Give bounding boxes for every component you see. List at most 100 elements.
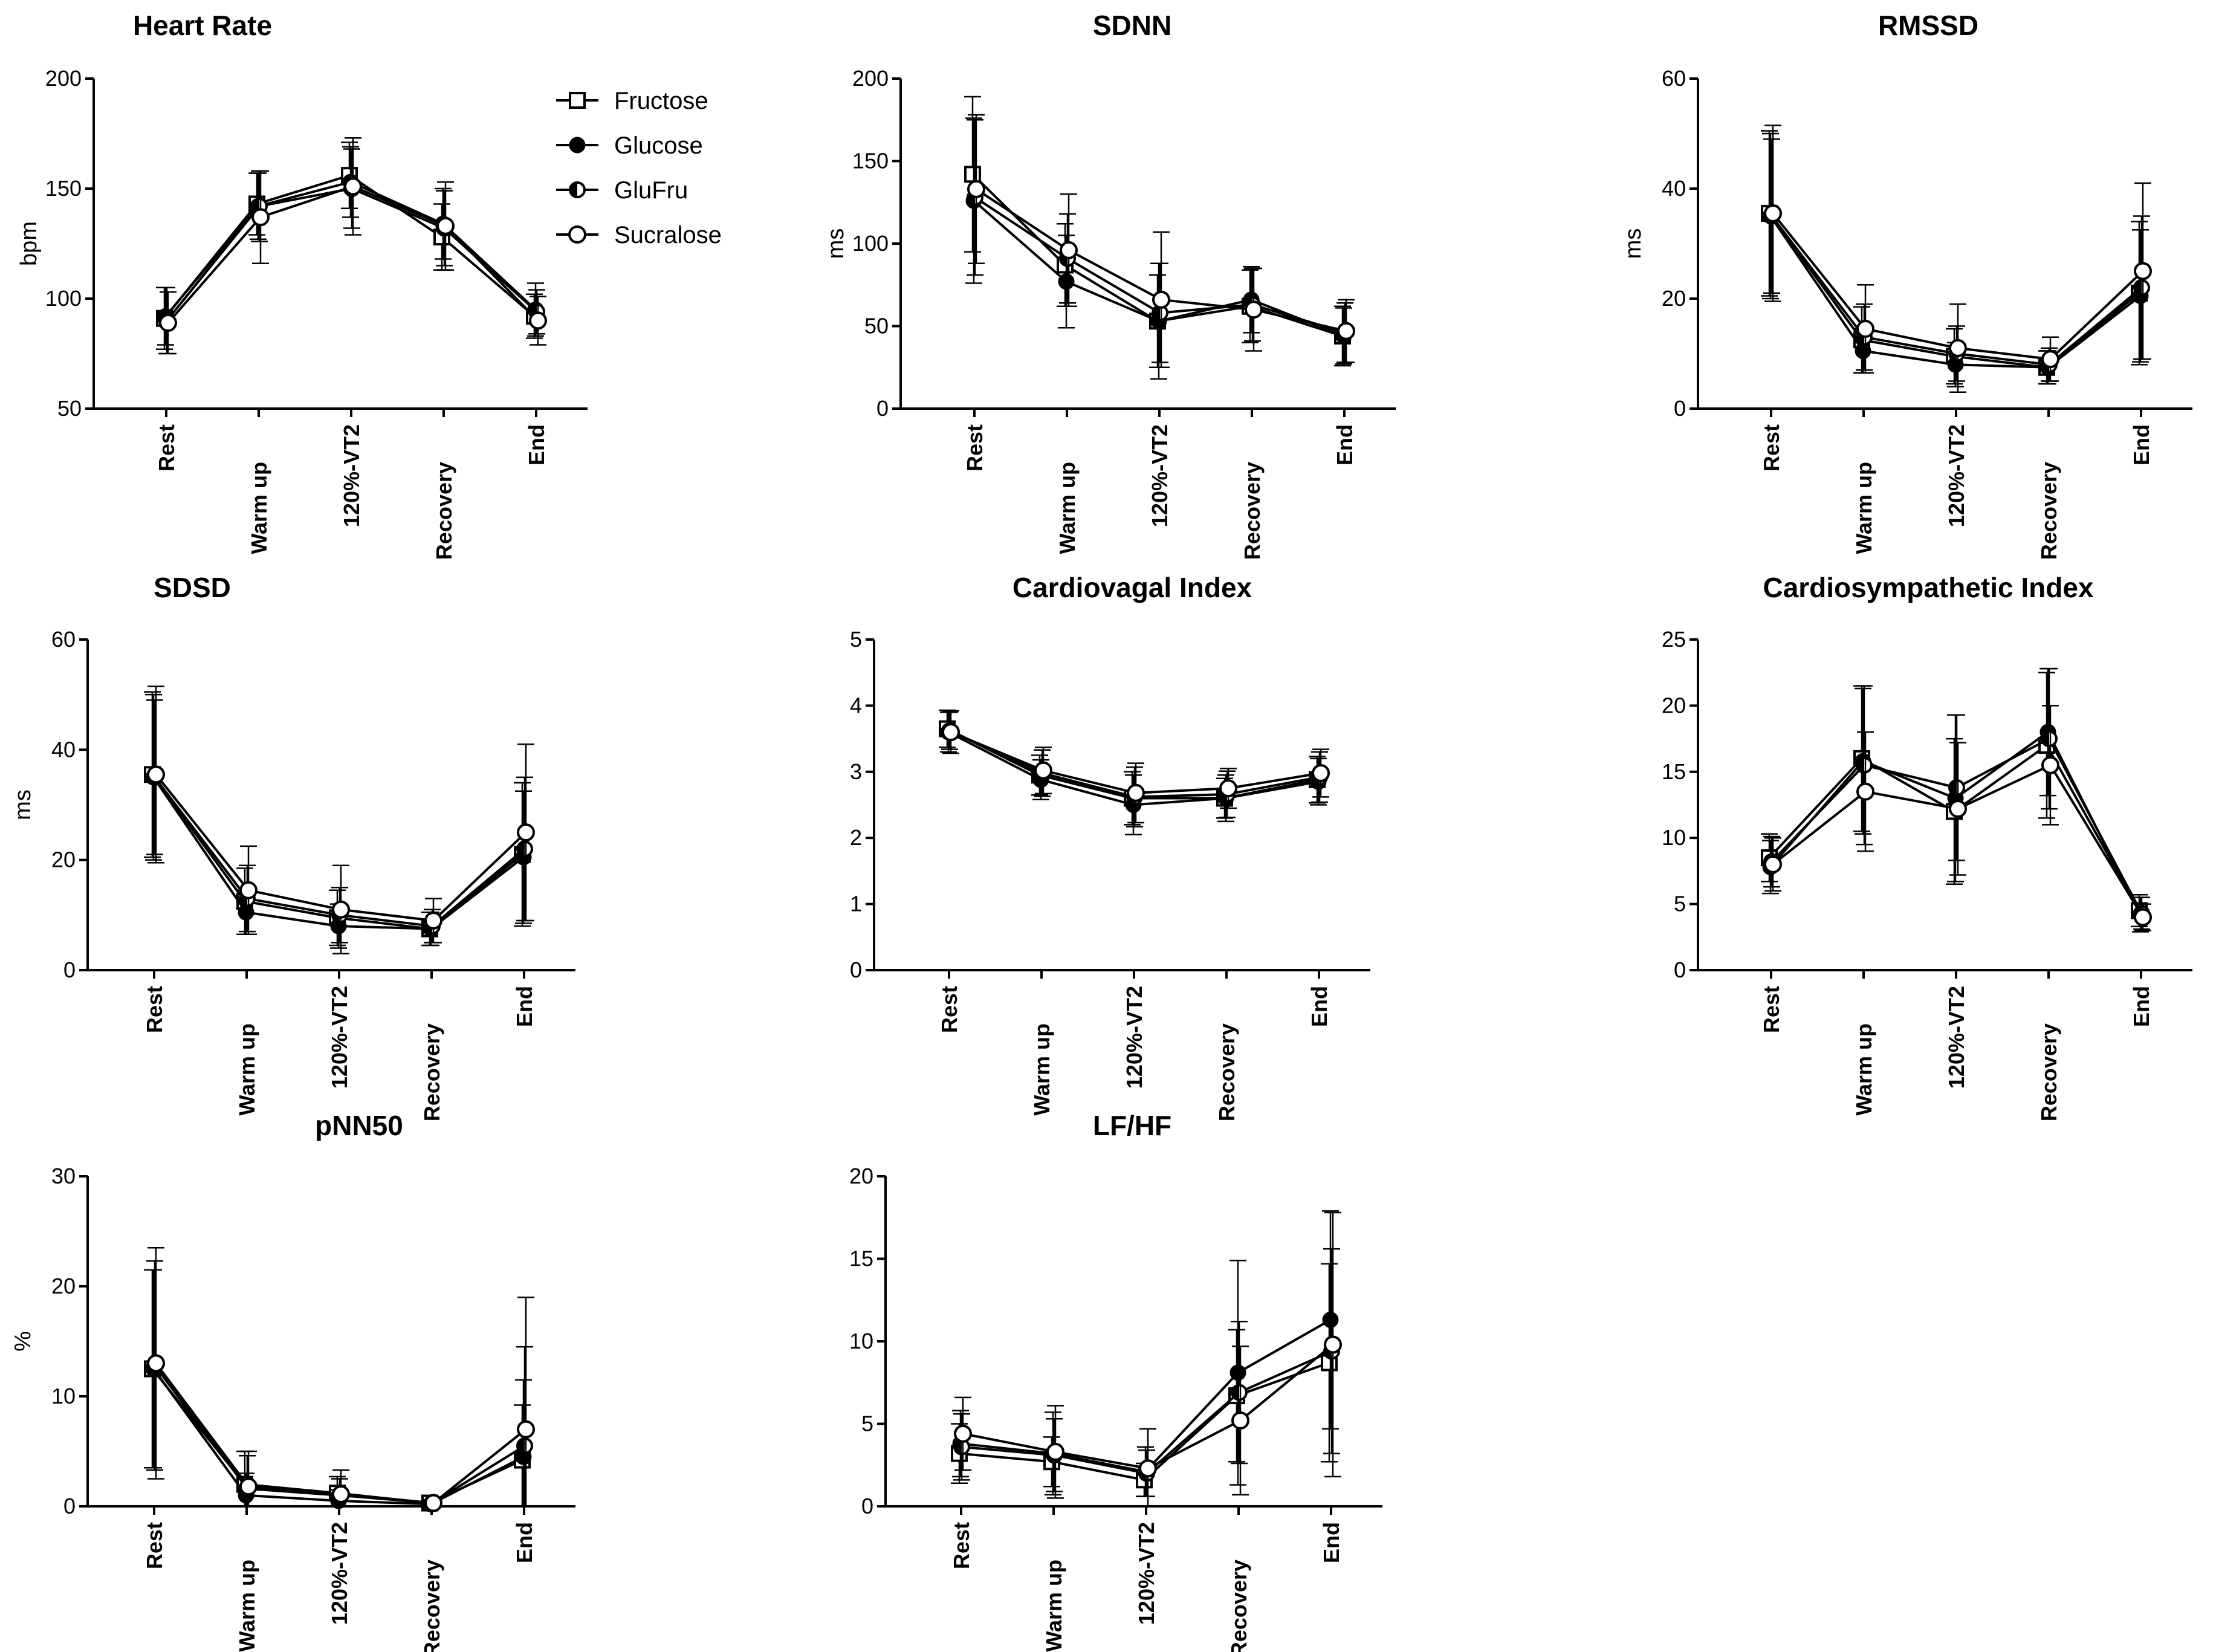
y-tick-label: 20	[1662, 286, 1686, 311]
x-category-label: 120%-VT2	[1944, 986, 1969, 1089]
data-point	[147, 1354, 165, 1373]
chart-title: LF/HF	[1093, 1110, 1171, 1141]
x-category-label: Rest	[962, 424, 987, 471]
x-category-label: 120%-VT2	[327, 1522, 352, 1625]
data-point	[1856, 782, 1874, 801]
data-point	[1058, 273, 1075, 290]
series-glucose	[965, 117, 1352, 380]
y-tick-label: 0	[861, 1494, 873, 1518]
y-tick-label: 200	[45, 66, 82, 91]
series-glucose	[157, 146, 544, 346]
x-category-label: 120%-VT2	[327, 986, 352, 1089]
legend-marker	[569, 137, 586, 154]
data-point	[436, 216, 455, 235]
y-tick-label: 30	[51, 1164, 76, 1188]
y-tick-label: 150	[852, 149, 889, 173]
x-category-label: Warm up	[1055, 462, 1080, 554]
y-tick-label: 15	[1662, 759, 1686, 784]
chart-title: Cardiovagal Index	[1012, 572, 1252, 603]
data-point	[344, 177, 362, 196]
y-axis-label: %	[10, 1331, 36, 1352]
data-point	[1764, 204, 1782, 222]
x-category-label: Recovery	[2036, 1023, 2061, 1121]
data-point	[2041, 756, 2059, 774]
legend-item-glufru: GluFru	[556, 177, 688, 204]
x-category-label: Warm up	[1042, 1560, 1066, 1652]
chart-title: SDSD	[154, 572, 231, 603]
x-category-label: Rest	[142, 1522, 167, 1569]
y-tick-label: 60	[1662, 66, 1686, 91]
data-point	[964, 166, 981, 183]
x-category-label: Recovery	[420, 1560, 444, 1652]
data-point	[2041, 350, 2059, 369]
y-tick-label: 5	[850, 627, 862, 652]
y-tick-label: 15	[849, 1246, 873, 1271]
y-tick-label: 10	[849, 1329, 873, 1353]
legend-marker	[568, 225, 586, 244]
data-point	[1245, 300, 1263, 319]
series-sucralose	[147, 685, 535, 954]
panel-sdsd: SDSD 0 20 40 60 ms Rest Warm up 120%-VT2 Recovery…	[10, 572, 575, 1121]
legend-item-sucralose: Sucralose	[556, 222, 722, 248]
legend-label: Sucralose	[614, 222, 722, 248]
x-category-label: 120%-VT2	[339, 424, 364, 527]
data-point	[1152, 290, 1170, 309]
data-point	[1219, 779, 1237, 798]
y-tick-label: 50	[57, 396, 82, 421]
chart-title: RMSSD	[1878, 10, 1978, 41]
panel-heart-rate: Heart Rate 50 100 150 200 bpm Rest Warm up 120%-…	[16, 10, 588, 560]
data-point	[516, 840, 533, 858]
y-tick-label: 0	[876, 396, 889, 421]
y-tick-label: 20	[51, 847, 76, 872]
series-fructose	[144, 1269, 531, 1512]
y-axis-label: ms	[1621, 228, 1646, 259]
panel-pnn50: pNN50 0 10 20 30% Rest Warm up 120%-VT2 Recovery…	[10, 1110, 575, 1652]
data-point	[239, 881, 258, 899]
y-tick-label: 0	[850, 957, 862, 982]
data-point	[1856, 756, 1873, 774]
data-point	[2041, 730, 2058, 748]
x-category-label: Warm up	[1852, 462, 1876, 554]
y-tick-label: 100	[852, 231, 889, 256]
data-point	[332, 1485, 350, 1503]
legend-item-glucose: Glucose	[556, 132, 703, 159]
y-tick-label: 100	[45, 286, 82, 311]
x-category-label: Warm up	[235, 1023, 259, 1116]
data-point	[1139, 1459, 1157, 1478]
data-point	[238, 904, 254, 921]
chart-title: pNN50	[315, 1110, 403, 1141]
legend-marker	[569, 181, 586, 198]
series-sucralose	[1764, 705, 2152, 931]
y-tick-label: 50	[864, 314, 889, 338]
data-point	[1229, 1364, 1246, 1381]
x-category-label: 120%-VT2	[1147, 424, 1172, 527]
panel-rmssd: RMSSD 0 20 40 60 ms Rest Warm up 120%-VT2 Recover…	[1621, 10, 2192, 560]
series-glucose	[940, 711, 1327, 835]
data-point	[529, 311, 547, 330]
legend-item-fructose: Fructose	[556, 88, 708, 114]
y-tick-label: 4	[850, 693, 862, 717]
data-point	[1231, 1411, 1249, 1430]
legend-label: Fructose	[614, 88, 708, 114]
x-category-label: Recovery	[420, 1023, 444, 1121]
y-tick-label: 40	[1662, 176, 1686, 201]
y-tick-label: 20	[1662, 693, 1686, 717]
y-tick-label: 200	[852, 66, 889, 91]
x-category-label: Warm up	[1852, 1023, 1876, 1116]
data-point	[239, 1477, 258, 1496]
panel-lf-hf: LF/HF 0 5 10 15 20 Rest Warm up 120%-VT2 Recovery…	[849, 1110, 1382, 1652]
y-axis-label: bpm	[16, 221, 42, 266]
x-category-label: Rest	[1759, 424, 1784, 471]
series-glufru	[1763, 667, 2150, 930]
y-tick-label: 40	[51, 737, 76, 762]
chart-title: SDNN	[1093, 10, 1171, 41]
data-point	[332, 900, 350, 919]
legend-label: GluFru	[614, 177, 688, 204]
y-tick-label: 5	[861, 1411, 873, 1436]
x-category-label: Rest	[937, 986, 962, 1033]
series-sucralose	[147, 1247, 535, 1512]
x-category-label: End	[524, 424, 549, 465]
chart-title: Heart Rate	[133, 10, 272, 41]
data-point	[2134, 262, 2152, 280]
